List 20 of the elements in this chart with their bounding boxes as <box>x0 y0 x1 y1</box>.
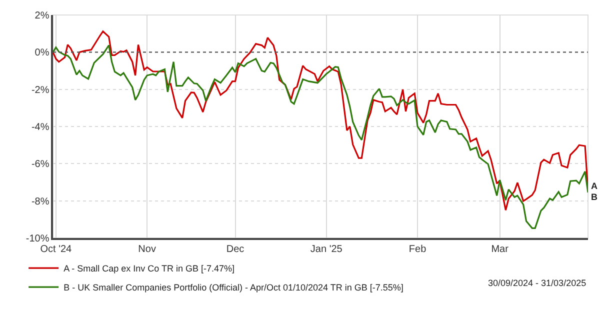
y-tick-label: -8% <box>31 196 50 208</box>
text: 30/09/2024 - 31/03/2025 <box>488 278 586 288</box>
line-series <box>53 44 588 229</box>
x-tick-label: Mar <box>491 244 510 255</box>
y-tick-label: -10% <box>26 234 50 244</box>
legend-label: B - UK Smaller Companies Portfolio (Official) - Apr/Oct 01/10/2024 TR in GB [-7.55%] <box>64 282 404 293</box>
y-tick-label: -4% <box>31 122 50 133</box>
y-tick-label: -2% <box>31 84 50 96</box>
line-series <box>53 30 588 211</box>
text: B <box>591 192 598 202</box>
x-tick-label: Jan '25 <box>310 244 343 255</box>
y-tick-label: 0% <box>34 48 50 59</box>
y-tick-label: -6% <box>31 159 50 170</box>
legend-label: A - Small Cap ex Inv Co TR in GB [-7.47%] <box>64 264 234 274</box>
x-tick-label: Oct '24 <box>40 244 72 255</box>
text: A <box>591 181 598 191</box>
y-tick-label: 2% <box>34 10 50 22</box>
x-tick-label: Feb <box>408 244 427 255</box>
x-tick-label: Nov <box>138 244 156 255</box>
x-tick-label: Dec <box>226 244 244 255</box>
